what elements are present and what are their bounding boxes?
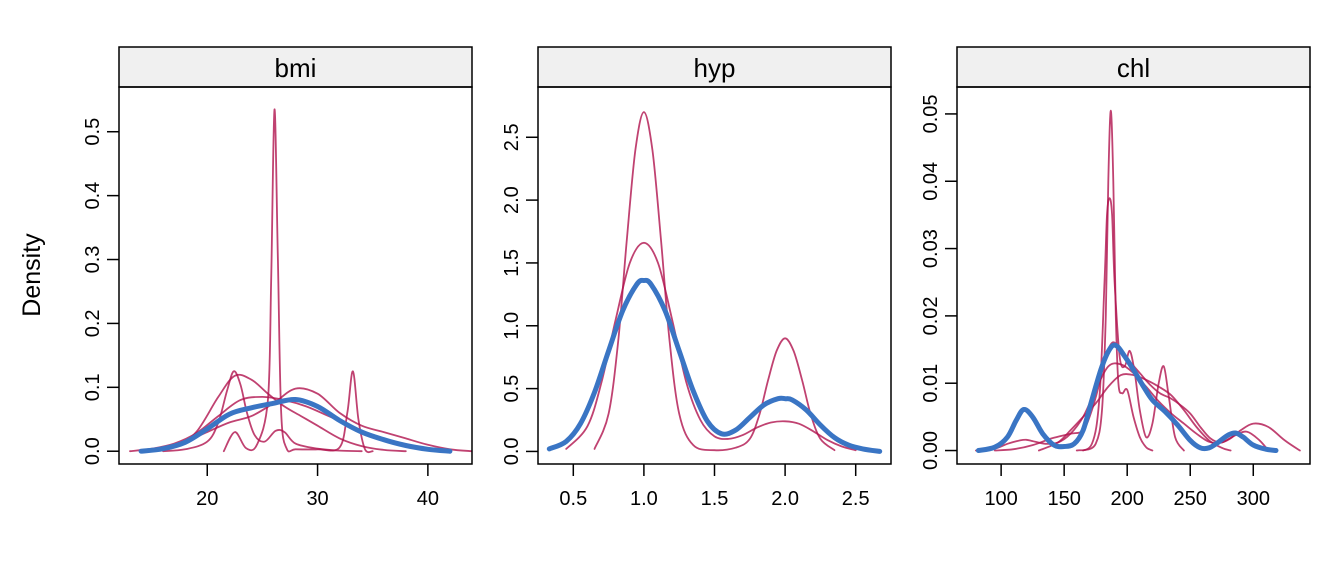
panel-title: bmi — [275, 53, 317, 83]
observed-density-line-0 — [546, 277, 883, 454]
y-tick-label: 0.4 — [82, 182, 104, 210]
x-axis: 0.5 1.0 1.5 2.0 2.5 — [559, 464, 870, 510]
panel-hyp: hyp 0.5 1.0 1.5 2.0 2.5 0.0 0.5 1.0 1.5 2.0 2.5 — [501, 46, 892, 510]
y-axis-label: Density — [18, 233, 46, 317]
y-tick-label: 0.0 — [82, 437, 104, 465]
imputed-density-line-5 — [1038, 373, 1232, 452]
density-curves — [975, 109, 1301, 453]
x-axis: 20 30 40 — [196, 464, 439, 510]
y-tick-label: 0.02 — [920, 296, 942, 335]
x-tick-label: 1.0 — [630, 488, 658, 510]
x-tick-label: 30 — [306, 488, 328, 510]
x-tick-label: 2.0 — [771, 488, 799, 510]
imputed-density-line-2 — [1075, 197, 1185, 452]
panel-title: hyp — [694, 53, 736, 83]
y-tick-label: 0.04 — [920, 162, 942, 201]
imputed-density-line-1 — [222, 108, 374, 454]
panel-strip — [118, 46, 473, 88]
y-tick-label: 0.00 — [920, 431, 942, 470]
y-axis: 0.0 0.5 1.0 1.5 2.0 2.5 — [501, 123, 538, 465]
x-tick-label: 0.5 — [559, 488, 587, 510]
panel-frame — [118, 86, 473, 465]
observed-density-line-0 — [975, 342, 1279, 453]
y-axis: 0.00 0.01 0.02 0.03 0.04 0.05 — [920, 94, 957, 470]
x-tick-label: 100 — [984, 488, 1017, 510]
y-tick-label: 0.05 — [920, 94, 942, 133]
x-tick-label: 250 — [1174, 488, 1207, 510]
y-tick-label: 2.5 — [501, 123, 523, 151]
panel-title: chl — [1117, 53, 1150, 83]
panel-strip — [956, 46, 1311, 88]
y-tick-label: 1.5 — [501, 249, 523, 277]
y-tick-label: 1.0 — [501, 312, 523, 340]
panel-bmi: bmi 20 30 40 0.0 0.1 0.2 0.3 0.4 0.5 — [82, 46, 473, 510]
y-tick-label: 2.0 — [501, 186, 523, 214]
imputed-density-line-1 — [593, 111, 836, 452]
y-tick-label: 0.0 — [501, 437, 523, 465]
y-tick-label: 0.5 — [501, 375, 523, 403]
x-tick-label: 2.5 — [842, 488, 870, 510]
density-curves — [129, 108, 472, 454]
observed-density-line-0 — [138, 396, 453, 454]
y-tick-label: 0.3 — [82, 246, 104, 274]
density-curves — [546, 111, 883, 454]
x-axis: 100 150 200 250 300 — [984, 464, 1270, 510]
y-tick-label: 0.5 — [82, 118, 104, 146]
y-axis: 0.0 0.1 0.2 0.3 0.4 0.5 — [82, 118, 119, 465]
panel-frame — [956, 86, 1311, 465]
y-tick-label: 0.03 — [920, 229, 942, 268]
x-tick-label: 40 — [417, 488, 439, 510]
imputed-density-line-2 — [162, 370, 363, 453]
x-tick-label: 300 — [1237, 488, 1270, 510]
y-tick-label: 0.01 — [920, 364, 942, 403]
x-tick-label: 1.5 — [701, 488, 729, 510]
x-tick-label: 20 — [196, 488, 218, 510]
imputed-density-line-2 — [565, 241, 857, 452]
x-tick-label: 150 — [1047, 488, 1080, 510]
panel-strip — [537, 46, 892, 88]
y-tick-label: 0.2 — [82, 309, 104, 337]
y-tick-label: 0.1 — [82, 373, 104, 401]
x-tick-label: 200 — [1111, 488, 1144, 510]
